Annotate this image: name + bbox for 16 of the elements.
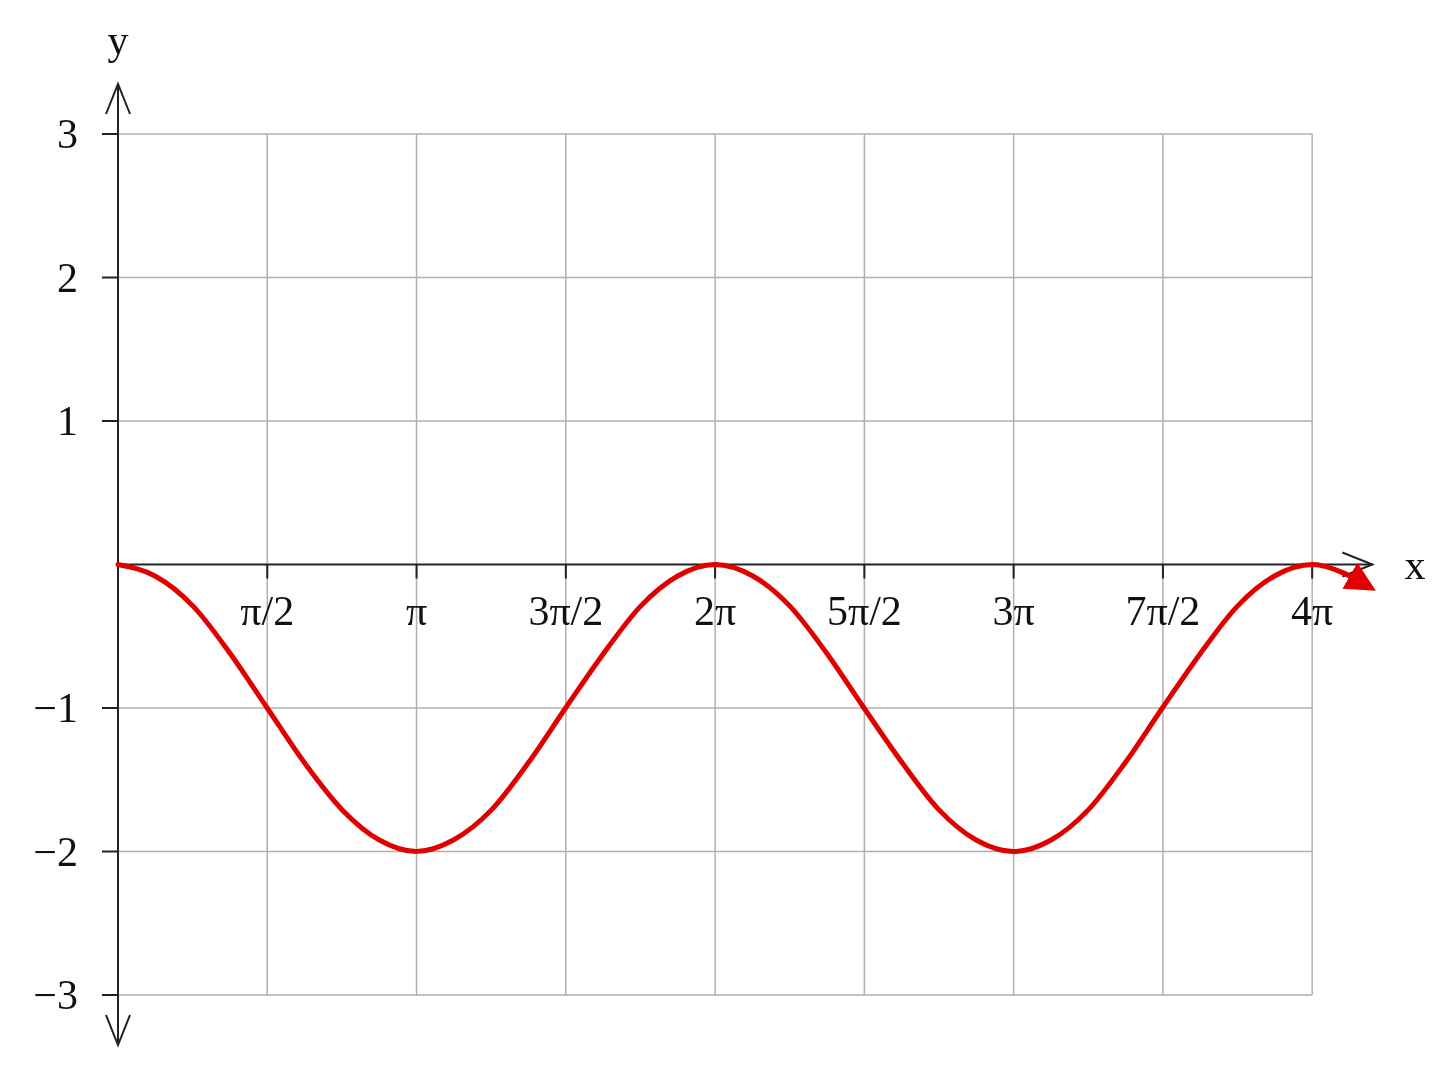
x-tick-label: π/2 [240, 587, 295, 634]
x-tick-label: π [405, 587, 428, 634]
y-tick-label: −3 [33, 972, 78, 1018]
y-tick-label: 2 [57, 254, 78, 301]
y-tick-label: 3 [57, 111, 78, 157]
x-tick-label: 7π/2 [1125, 587, 1201, 634]
x-tick-label: 3π/2 [528, 587, 604, 634]
x-tick-label: 4π [1291, 587, 1334, 634]
y-axis-title: y [107, 17, 129, 63]
x-tick-label: 2π [693, 587, 737, 634]
y-tick-label: 1 [57, 398, 78, 444]
x-tick-label: 5π/2 [826, 587, 902, 634]
y-tick-label: −1 [33, 685, 78, 731]
y-tick-label: −2 [33, 828, 78, 875]
x-tick-label: 3π [992, 587, 1035, 634]
x-axis-title: x [1404, 541, 1426, 588]
